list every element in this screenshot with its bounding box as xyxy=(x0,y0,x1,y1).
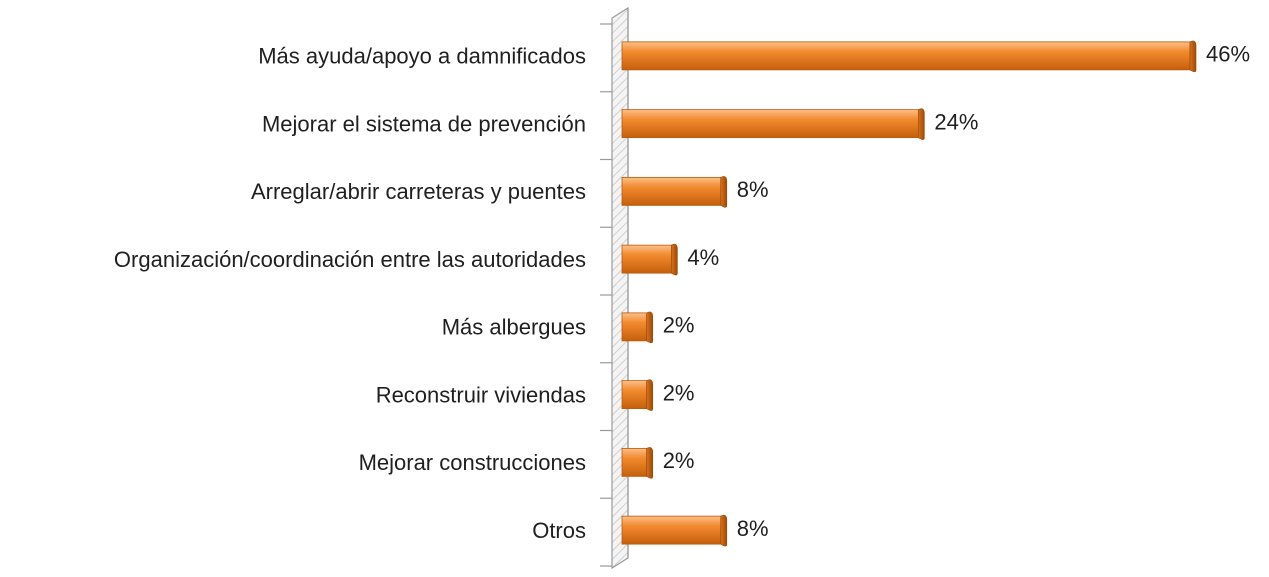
value-label: 46% xyxy=(1206,42,1250,67)
y-tick-label: Reconstruir viviendas xyxy=(376,382,586,407)
value-label: 2% xyxy=(663,380,695,405)
bar-end xyxy=(1189,40,1197,73)
bar-end xyxy=(671,243,678,276)
value-label: 2% xyxy=(663,448,695,473)
bar xyxy=(621,312,648,342)
bar-end xyxy=(918,108,925,140)
bar xyxy=(621,447,648,477)
y-tick-label: Mejorar construcciones xyxy=(359,450,586,475)
value-label: 24% xyxy=(934,109,978,134)
value-label: 8% xyxy=(737,516,769,541)
bar xyxy=(621,109,919,139)
bar-end xyxy=(646,447,653,479)
y-tick-label: Más ayuda/apoyo a damnificados xyxy=(258,44,586,69)
y-tick-label: Organización/coordinación entre las auto… xyxy=(114,247,586,272)
axis-wall xyxy=(611,6,629,570)
value-label: 8% xyxy=(737,177,769,202)
y-tick-label: Arreglar/abrir carreteras y puentes xyxy=(251,179,586,204)
bar-end xyxy=(720,514,728,547)
bar xyxy=(621,515,722,545)
y-tick-label: Otros xyxy=(532,518,586,543)
bar-end xyxy=(646,379,653,411)
bar xyxy=(621,176,722,206)
bar xyxy=(621,244,672,274)
bar xyxy=(621,380,648,410)
value-label: 4% xyxy=(687,245,719,270)
value-label: 2% xyxy=(663,313,695,338)
y-tick-label: Mejorar el sistema de prevención xyxy=(262,111,586,136)
bar-end xyxy=(720,176,728,208)
y-tick-label: Más albergues xyxy=(442,315,586,340)
bar-end xyxy=(646,311,653,344)
bar xyxy=(621,41,1191,71)
